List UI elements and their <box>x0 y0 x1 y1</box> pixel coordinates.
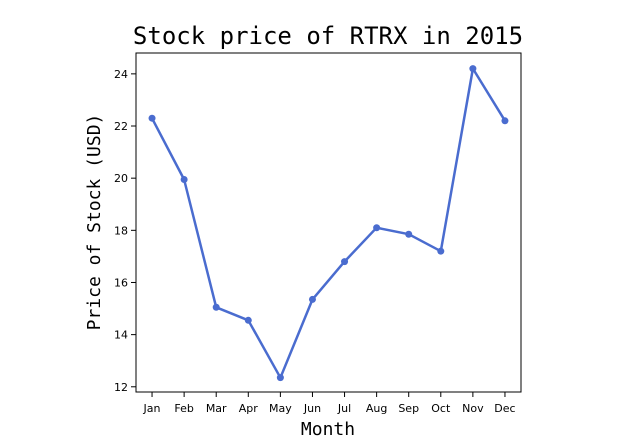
data-point <box>405 230 413 238</box>
x-axis-label: Month <box>301 419 355 440</box>
x-tick-label: Feb <box>174 402 193 415</box>
x-tick-label: Oct <box>431 402 451 415</box>
data-point <box>308 295 316 303</box>
data-point <box>341 258 349 266</box>
x-tick-label: Jan <box>143 402 161 415</box>
x-tick-label: Jul <box>337 402 351 415</box>
x-tick-label: May <box>269 402 292 415</box>
data-point <box>180 175 188 183</box>
x-tick-label: Sep <box>398 402 419 415</box>
y-tick-label: 14 <box>114 329 128 342</box>
y-tick-label: 16 <box>114 276 128 289</box>
y-axis-label: Price of Stock (USD) <box>84 114 105 331</box>
series-line <box>150 67 507 379</box>
y-tick-label: 22 <box>114 120 128 133</box>
data-point <box>501 117 509 125</box>
x-tick-label: Dec <box>494 402 515 415</box>
y-tick-label: 20 <box>114 172 128 185</box>
y-tick-label: 24 <box>114 68 128 81</box>
x-tick-label: Mar <box>206 402 227 415</box>
data-point <box>244 316 252 324</box>
x-tick-label: Jun <box>303 402 321 415</box>
data-point <box>437 247 445 255</box>
y-tick-label: 12 <box>114 381 128 394</box>
data-point <box>373 224 381 232</box>
x-axis: Jan Feb Mar Apr May Jun Jul Aug Sep Oct Nov Dec <box>143 392 516 415</box>
data-point <box>276 374 284 382</box>
plot-frame <box>135 52 522 393</box>
y-tick-label: 18 <box>114 224 128 237</box>
x-tick-label: Nov <box>462 402 484 415</box>
series-points <box>148 65 509 382</box>
x-tick-label: Apr <box>239 402 259 415</box>
x-tick-label: Aug <box>366 402 387 415</box>
y-axis: 12 14 16 18 20 22 24 <box>114 68 136 394</box>
chart-title: Stock price of RTRX in 2015 <box>133 22 523 50</box>
data-point <box>212 303 220 311</box>
data-point <box>469 65 477 73</box>
data-point <box>148 114 156 122</box>
